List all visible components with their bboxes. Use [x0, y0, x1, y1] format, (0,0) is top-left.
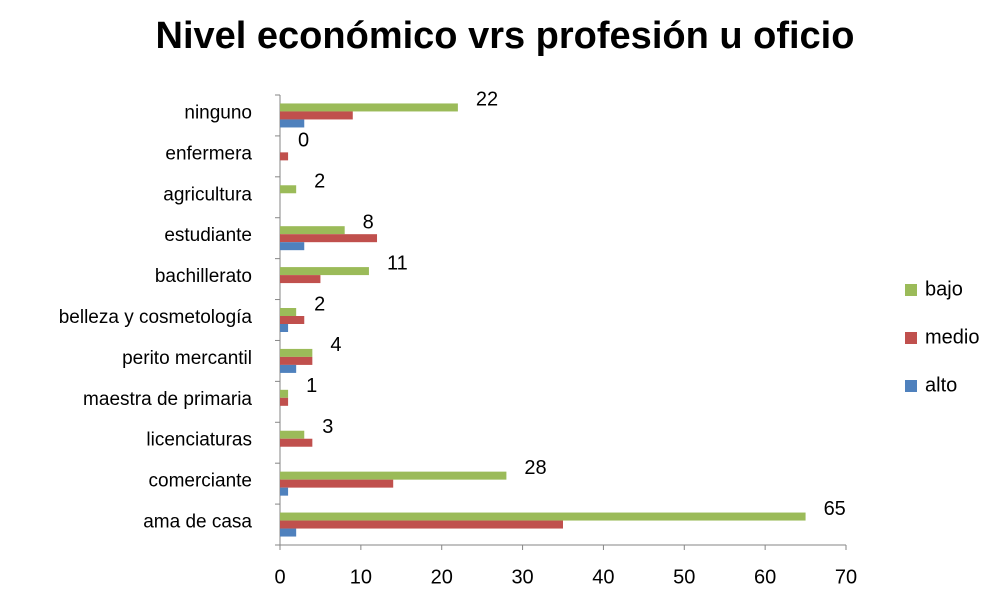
x-tick-label: 30: [511, 566, 533, 588]
legend-label: bajo: [925, 278, 963, 300]
bar: [280, 267, 369, 276]
data-label: 22: [476, 89, 498, 111]
bar: [280, 226, 345, 235]
x-tick-label: 60: [754, 566, 776, 588]
x-tick-label: 40: [592, 566, 614, 588]
y-tick-label: comerciante: [149, 471, 253, 492]
y-tick-label: belleza y cosmetología: [59, 307, 253, 328]
data-label: 2: [314, 293, 325, 315]
x-tick-label: 0: [274, 566, 285, 588]
y-tick-label: agricultura: [163, 184, 252, 205]
y-tick-label: enfermera: [165, 143, 252, 164]
data-label: 28: [524, 457, 546, 479]
data-label: 3: [322, 416, 333, 438]
x-tick-label: 10: [350, 566, 372, 588]
legend-label: medio: [925, 326, 979, 348]
bar: [280, 438, 313, 447]
bar: [280, 316, 305, 324]
x-tick-label: 50: [673, 566, 695, 588]
bar: [280, 119, 305, 128]
bar: [280, 528, 297, 537]
legend-swatch: [905, 332, 917, 344]
bar: [280, 356, 313, 365]
data-label: 4: [330, 334, 341, 356]
bar: [280, 308, 297, 316]
bar: [280, 397, 289, 406]
bar: [280, 520, 563, 529]
y-tick-label: perito mercantil: [122, 348, 252, 369]
y-tick-label: ninguno: [184, 102, 252, 123]
bar: [280, 471, 507, 480]
bar: [280, 324, 289, 332]
y-tick-label: bachillerato: [155, 266, 252, 287]
x-tick-label: 20: [431, 566, 453, 588]
data-label: 1: [306, 375, 317, 397]
legend-swatch: [905, 380, 917, 392]
bar: [280, 389, 289, 398]
legend-swatch: [905, 284, 917, 296]
bar: [280, 103, 458, 112]
data-label: 11: [387, 252, 408, 274]
bar: [280, 185, 297, 194]
chart-title: Nivel económico vrs profesión u oficio: [156, 15, 855, 57]
bar: [280, 487, 289, 496]
bar: [280, 430, 305, 439]
data-label: 2: [314, 171, 325, 193]
bar: [280, 364, 297, 373]
bar: [280, 111, 353, 120]
bar: [280, 242, 305, 251]
data-label: 0: [298, 130, 309, 152]
bar: [280, 479, 394, 488]
data-label: 8: [363, 211, 374, 233]
y-tick-label: licenciaturas: [146, 430, 252, 451]
x-tick-label: 70: [835, 566, 857, 588]
legend-label: alto: [925, 374, 957, 396]
bar: [280, 348, 313, 357]
bar: [280, 275, 321, 284]
y-tick-label: estudiante: [164, 225, 252, 246]
bar: [280, 512, 806, 521]
y-tick-label: maestra de primaria: [83, 389, 252, 410]
data-label: 65: [824, 498, 846, 520]
bar: [280, 152, 289, 161]
bar: [280, 234, 378, 243]
y-tick-label: ama de casa: [143, 512, 252, 533]
